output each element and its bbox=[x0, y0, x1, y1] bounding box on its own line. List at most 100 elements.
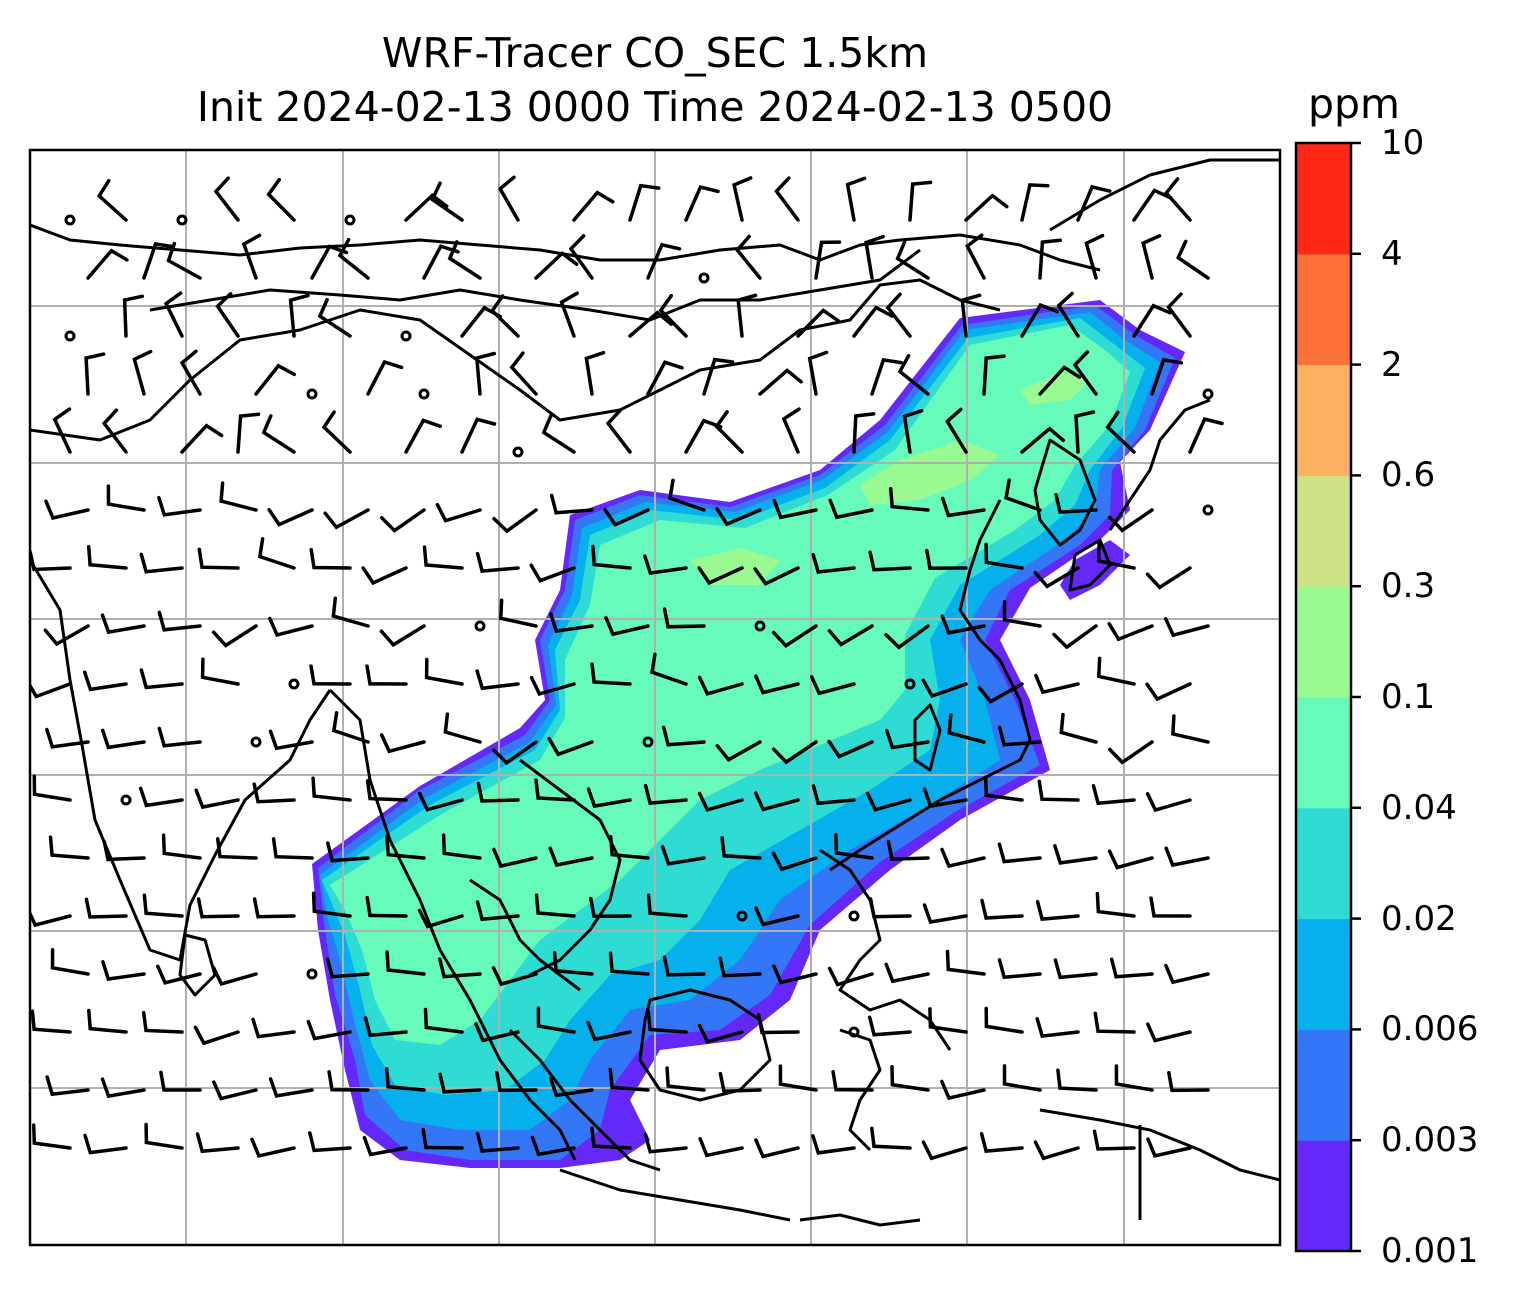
wind-barb bbox=[435, 502, 482, 523]
calm-wind-marker bbox=[64, 214, 76, 226]
wind-barb bbox=[1166, 292, 1192, 338]
wind-barb bbox=[809, 675, 856, 696]
wind-barb bbox=[697, 791, 744, 812]
wind-barb bbox=[715, 740, 762, 762]
wind-barb bbox=[604, 615, 650, 637]
wind-barb bbox=[662, 607, 706, 629]
wind-barb bbox=[1002, 600, 1042, 628]
wind-barb bbox=[771, 624, 818, 648]
wind-barb bbox=[1020, 302, 1059, 338]
wind-barb bbox=[163, 291, 184, 338]
wind-barb bbox=[1108, 740, 1154, 765]
wind-barb bbox=[475, 551, 520, 573]
wind-barb bbox=[997, 842, 1042, 864]
wind-barb bbox=[715, 507, 762, 527]
calm-wind-marker bbox=[848, 910, 860, 922]
wind-barb bbox=[1074, 410, 1096, 454]
wind-barb bbox=[101, 960, 146, 981]
tracer-plume-japan bbox=[1060, 540, 1130, 600]
wind-barb bbox=[447, 240, 482, 280]
thai-gulf bbox=[469, 878, 581, 992]
wind-barb bbox=[1034, 673, 1080, 695]
wind-barb bbox=[1035, 899, 1080, 921]
wind-barb bbox=[536, 1006, 576, 1034]
wind-barb bbox=[547, 736, 594, 757]
wind-barb bbox=[475, 1131, 520, 1153]
wind-barb bbox=[45, 1075, 90, 1097]
wind-barb bbox=[200, 657, 240, 686]
wind-barb bbox=[852, 305, 894, 338]
wind-barb bbox=[1056, 291, 1080, 338]
wind-barb bbox=[159, 1070, 202, 1092]
colorbar-segment bbox=[1296, 143, 1351, 255]
wind-barb bbox=[267, 507, 314, 527]
wind-barb bbox=[365, 779, 408, 802]
wind-barb bbox=[902, 408, 924, 454]
calm-wind-marker bbox=[848, 1026, 860, 1038]
wind-barb bbox=[884, 962, 930, 984]
wind-barb bbox=[714, 410, 744, 454]
wind-barb bbox=[365, 664, 408, 686]
colorbar-tick-label: 0.3 bbox=[1381, 566, 1436, 607]
colorbar-tick-label: 4 bbox=[1381, 233, 1403, 274]
wind-barb bbox=[658, 293, 688, 338]
wind-barb bbox=[827, 966, 874, 987]
wind-barb bbox=[754, 674, 800, 695]
wind-barb bbox=[945, 949, 986, 976]
wind-barb bbox=[261, 414, 296, 454]
wind-barb bbox=[753, 566, 800, 586]
wind-barb bbox=[438, 1072, 482, 1094]
wind-barb bbox=[193, 1025, 240, 1046]
wind-barb bbox=[646, 1009, 688, 1034]
wind-barb bbox=[215, 292, 240, 338]
wind-barb bbox=[845, 176, 867, 222]
wind-barb bbox=[1095, 891, 1136, 918]
wind-barb bbox=[48, 835, 90, 860]
wind-barb bbox=[529, 563, 576, 583]
wind-barb bbox=[684, 185, 720, 222]
map-title-line2: Init 2024-02-13 0000 Time 2024-02-13 050… bbox=[196, 83, 1114, 131]
wind-barb bbox=[590, 1126, 632, 1150]
wind-barb bbox=[811, 1134, 856, 1155]
calm-wind-marker bbox=[64, 330, 76, 342]
wind-barb bbox=[548, 846, 594, 868]
wind-barb bbox=[236, 412, 261, 454]
wind-barb bbox=[665, 1066, 706, 1092]
wind-barb bbox=[430, 181, 464, 222]
wind-barb bbox=[211, 965, 258, 986]
wind-barb bbox=[45, 727, 90, 749]
wind-barb bbox=[1096, 541, 1136, 570]
indochina bbox=[328, 688, 577, 1161]
wind-barb bbox=[960, 293, 982, 338]
wind-barb bbox=[492, 740, 538, 766]
wind-barb bbox=[980, 898, 1024, 920]
wind-barb bbox=[30, 550, 72, 572]
wind-barb bbox=[308, 1131, 352, 1153]
wind-barb bbox=[139, 668, 184, 690]
wind-barb bbox=[643, 1132, 688, 1154]
calm-wind-marker bbox=[904, 678, 916, 690]
wind-barbs bbox=[30, 175, 1224, 1161]
wind-barb bbox=[179, 349, 202, 396]
wind-barb bbox=[266, 177, 296, 222]
india-coast bbox=[30, 559, 332, 962]
wind-barb bbox=[852, 412, 876, 454]
wind-barb bbox=[474, 351, 497, 396]
wind-barb bbox=[219, 481, 258, 512]
wind-barb bbox=[252, 897, 296, 919]
wind-barb bbox=[928, 1007, 968, 1034]
wind-barb bbox=[44, 499, 90, 521]
wind-barb bbox=[534, 778, 576, 802]
wind-barb bbox=[884, 624, 930, 650]
wind-barb bbox=[213, 176, 240, 222]
wind-barb bbox=[1164, 963, 1210, 985]
wind-barb bbox=[404, 418, 443, 454]
wind-barb bbox=[1163, 617, 1210, 638]
wind-barb bbox=[1004, 478, 1042, 512]
wind-barb bbox=[326, 841, 370, 863]
wind-barb bbox=[84, 352, 106, 396]
wind-barb bbox=[984, 542, 1024, 570]
wind-barb bbox=[252, 782, 296, 804]
japan-kyushu bbox=[1068, 538, 1112, 592]
wind-barb bbox=[940, 847, 986, 869]
